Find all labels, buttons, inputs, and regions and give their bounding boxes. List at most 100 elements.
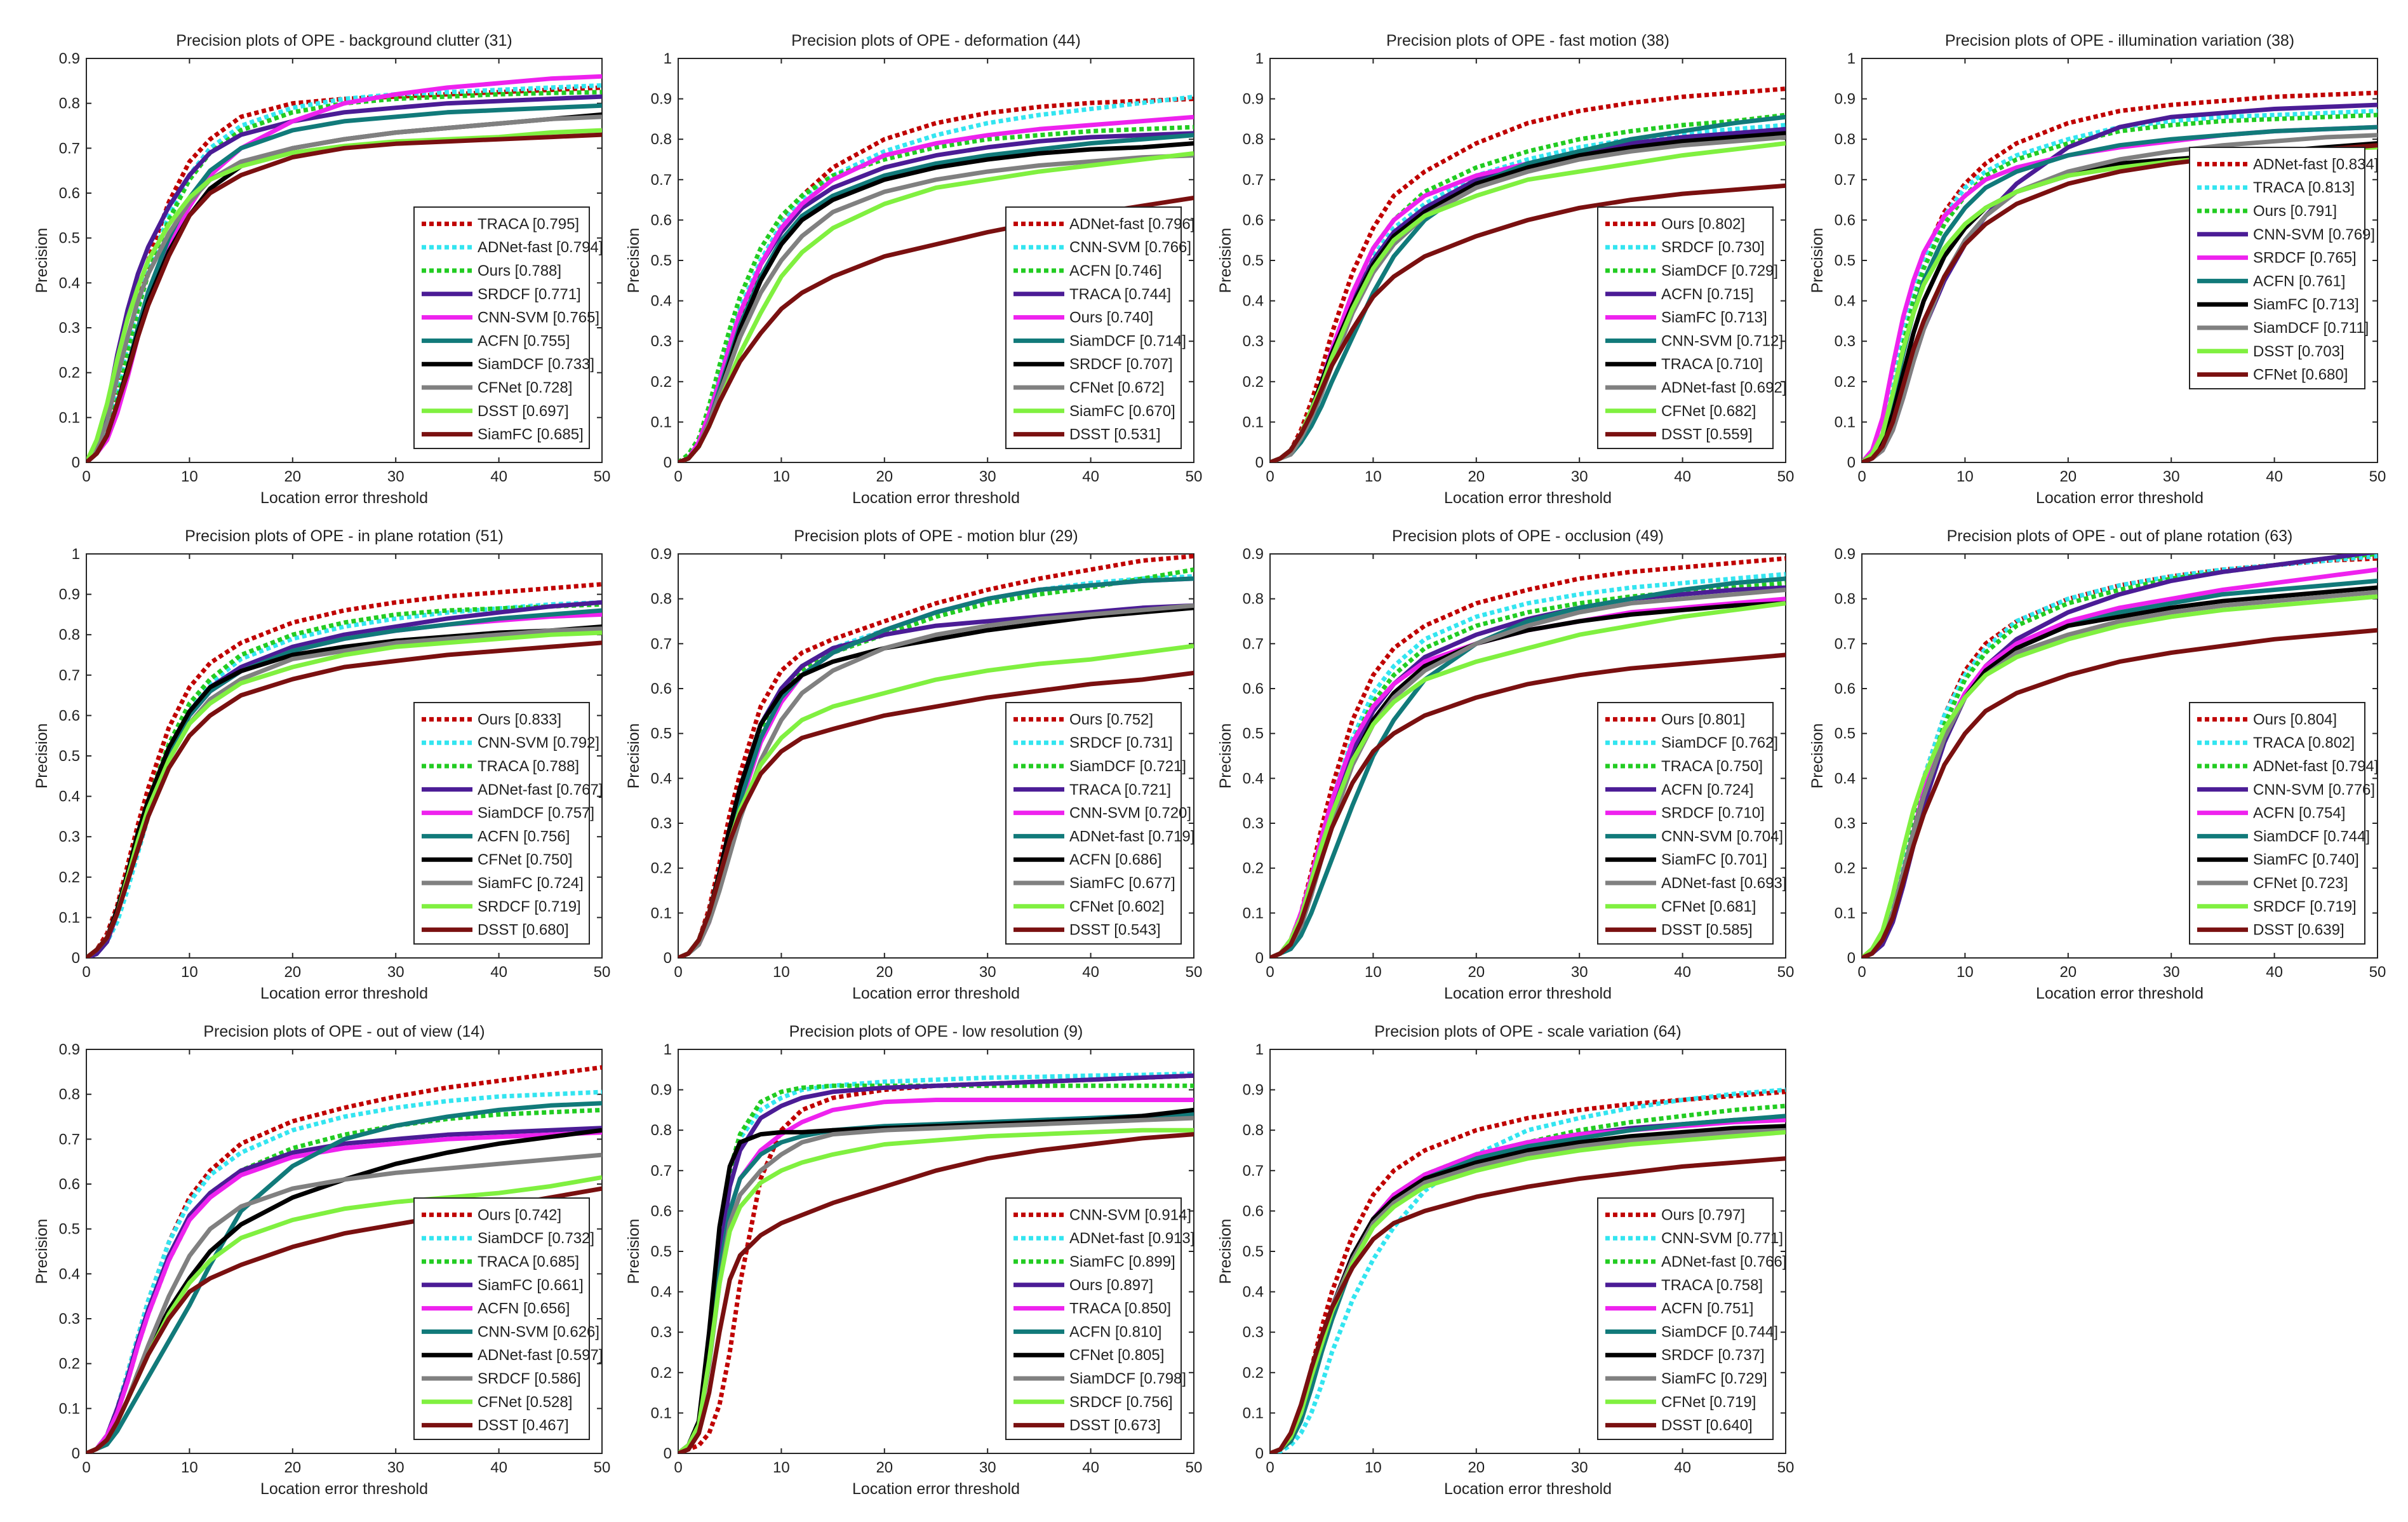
x-tick-label: 20 [284, 468, 301, 485]
series-line-siamfc [678, 603, 1194, 958]
legend-label: CNN-SVM [0.769] [2253, 226, 2375, 243]
x-tick-label: 30 [979, 964, 996, 981]
x-tick-label: 40 [1082, 964, 1099, 981]
legend-label: TRACA [0.795] [478, 215, 579, 232]
precision-chart-6: Precision plots of OPE - motion blur (29… [625, 527, 1202, 1002]
series-line-cfnet [1270, 1129, 1786, 1453]
y-tick-label: 0.8 [59, 1086, 80, 1103]
legend-label: CFNet [0.680] [2253, 367, 2348, 384]
y-tick-label: 0.6 [1835, 212, 1856, 229]
legend-box [1597, 702, 1774, 945]
y-tick-label: 0.9 [1835, 546, 1856, 563]
legend-label: SiamDCF [0.757] [478, 805, 594, 822]
legend-label: CFNet [0.528] [478, 1394, 572, 1411]
legend-label: ACFN [0.754] [2253, 805, 2345, 822]
legend-label: SiamFC [0.677] [1069, 875, 1175, 892]
y-tick-label: 0.9 [651, 546, 672, 563]
y-tick-label: 0.4 [59, 1265, 80, 1283]
series-line-dsst [678, 670, 1194, 958]
series-line-srdcf [678, 1128, 1194, 1453]
y-tick-label: 0.6 [1835, 680, 1856, 697]
legend-label: CNN-SVM [0.776] [2253, 781, 2375, 798]
y-tick-label: 0.9 [1243, 1082, 1264, 1099]
series-line-cnn-svm [1270, 1088, 1786, 1453]
x-axis-label: Location error threshold [260, 985, 428, 1002]
legend-label: SiamFC [0.740] [2253, 851, 2359, 868]
x-tick-label: 10 [181, 468, 198, 485]
y-axis-label: Precision [625, 228, 643, 293]
y-tick-label: 0.1 [1243, 1404, 1264, 1422]
legend-label: SRDCF [0.719] [478, 898, 581, 915]
y-tick-label: 0.7 [1243, 1162, 1264, 1180]
x-tick-label: 0 [82, 1459, 90, 1476]
y-tick-label: 0.4 [1243, 293, 1264, 310]
y-tick-label: 1 [1255, 1041, 1264, 1058]
x-tick-label: 30 [1571, 1459, 1588, 1476]
y-tick-label: 0.2 [59, 365, 80, 382]
x-tick-label: 20 [2059, 964, 2077, 981]
y-tick-label: 0.3 [59, 320, 80, 337]
legend-label: ADNet-fast [0.597] [478, 1347, 603, 1364]
y-tick-label: 0.1 [651, 905, 672, 922]
y-tick-label: 0.1 [59, 1400, 80, 1417]
x-tick-label: 0 [1857, 468, 1866, 485]
legend-label: TRACA [0.758] [1661, 1277, 1763, 1294]
legend-label: DSST [0.697] [478, 403, 569, 420]
legend-label: TRACA [0.710] [1661, 356, 1763, 373]
x-tick-label: 50 [1777, 468, 1795, 485]
x-tick-label: 0 [1266, 468, 1274, 485]
legend-label: SiamDCF [0.714] [1069, 332, 1186, 349]
legend-label: SiamFC [0.670] [1069, 403, 1175, 420]
chart-title: Precision plots of OPE - motion blur (29… [794, 527, 1078, 545]
y-tick-label: 0.9 [1243, 91, 1264, 108]
y-tick-label: 0.2 [651, 860, 672, 877]
legend-label: SRDCF [0.710] [1661, 805, 1765, 822]
legend-label: SiamDCF [0.711] [2253, 320, 2369, 337]
legend-label: DSST [0.531] [1069, 426, 1161, 443]
y-axis-label: Precision [1217, 724, 1234, 789]
legend-label: ADNet-fast [0.794] [478, 239, 603, 256]
legend-label: Ours [0.801] [1661, 711, 1745, 728]
legend-label: Ours [0.802] [1661, 215, 1745, 232]
y-axis-label: Precision [625, 724, 643, 789]
y-tick-label: 0.3 [59, 828, 80, 845]
y-tick-label: 0 [664, 950, 672, 967]
y-tick-label: 0.4 [1243, 1284, 1264, 1301]
x-tick-label: 50 [1186, 468, 1203, 485]
y-axis-label: Precision [1809, 228, 1826, 293]
legend-label: Ours [0.897] [1069, 1277, 1153, 1294]
y-tick-label: 0.8 [651, 131, 672, 148]
y-tick-label: 0.8 [1243, 591, 1264, 608]
legend-label: DSST [0.640] [1661, 1417, 1753, 1434]
x-tick-label: 0 [1857, 964, 1866, 981]
y-tick-label: 0.2 [1243, 1364, 1264, 1382]
x-tick-label: 10 [1365, 964, 1382, 981]
x-tick-label: 0 [674, 964, 682, 981]
y-tick-label: 0.2 [59, 1356, 80, 1373]
x-tick-label: 30 [387, 468, 405, 485]
series-line-dsst [1270, 183, 1786, 462]
x-tick-label: 50 [2369, 964, 2386, 981]
legend-label: ADNet-fast [0.766] [1661, 1253, 1786, 1270]
legend-label: Ours [0.742] [478, 1206, 561, 1223]
legend-label: CFNet [0.602] [1069, 898, 1164, 915]
y-tick-label: 0.6 [651, 212, 672, 229]
y-tick-label: 0.7 [1835, 172, 1856, 189]
y-tick-label: 1 [1847, 50, 1856, 67]
legend-label: SRDCF [0.719] [2253, 898, 2357, 915]
legend-box [1005, 206, 1182, 449]
legend-box [1005, 702, 1182, 945]
legend-label: SiamDCF [0.729] [1661, 262, 1778, 279]
legend-label: SRDCF [0.586] [478, 1370, 581, 1387]
series-line-ours [678, 114, 1194, 462]
legend-label: SRDCF [0.707] [1069, 356, 1173, 373]
precision-chart-3: Precision plots of OPE - fast motion (38… [1217, 32, 1794, 507]
x-axis-label: Location error threshold [1444, 489, 1612, 507]
y-tick-label: 0.5 [59, 1221, 80, 1238]
y-tick-label: 0.5 [1835, 725, 1856, 743]
x-tick-label: 30 [2163, 964, 2180, 981]
legend-label: SRDCF [0.756] [1069, 1394, 1173, 1411]
y-tick-label: 0.4 [1835, 770, 1856, 787]
x-axis-label: Location error threshold [2036, 489, 2204, 507]
legend-label: CFNet [0.723] [2253, 875, 2348, 892]
